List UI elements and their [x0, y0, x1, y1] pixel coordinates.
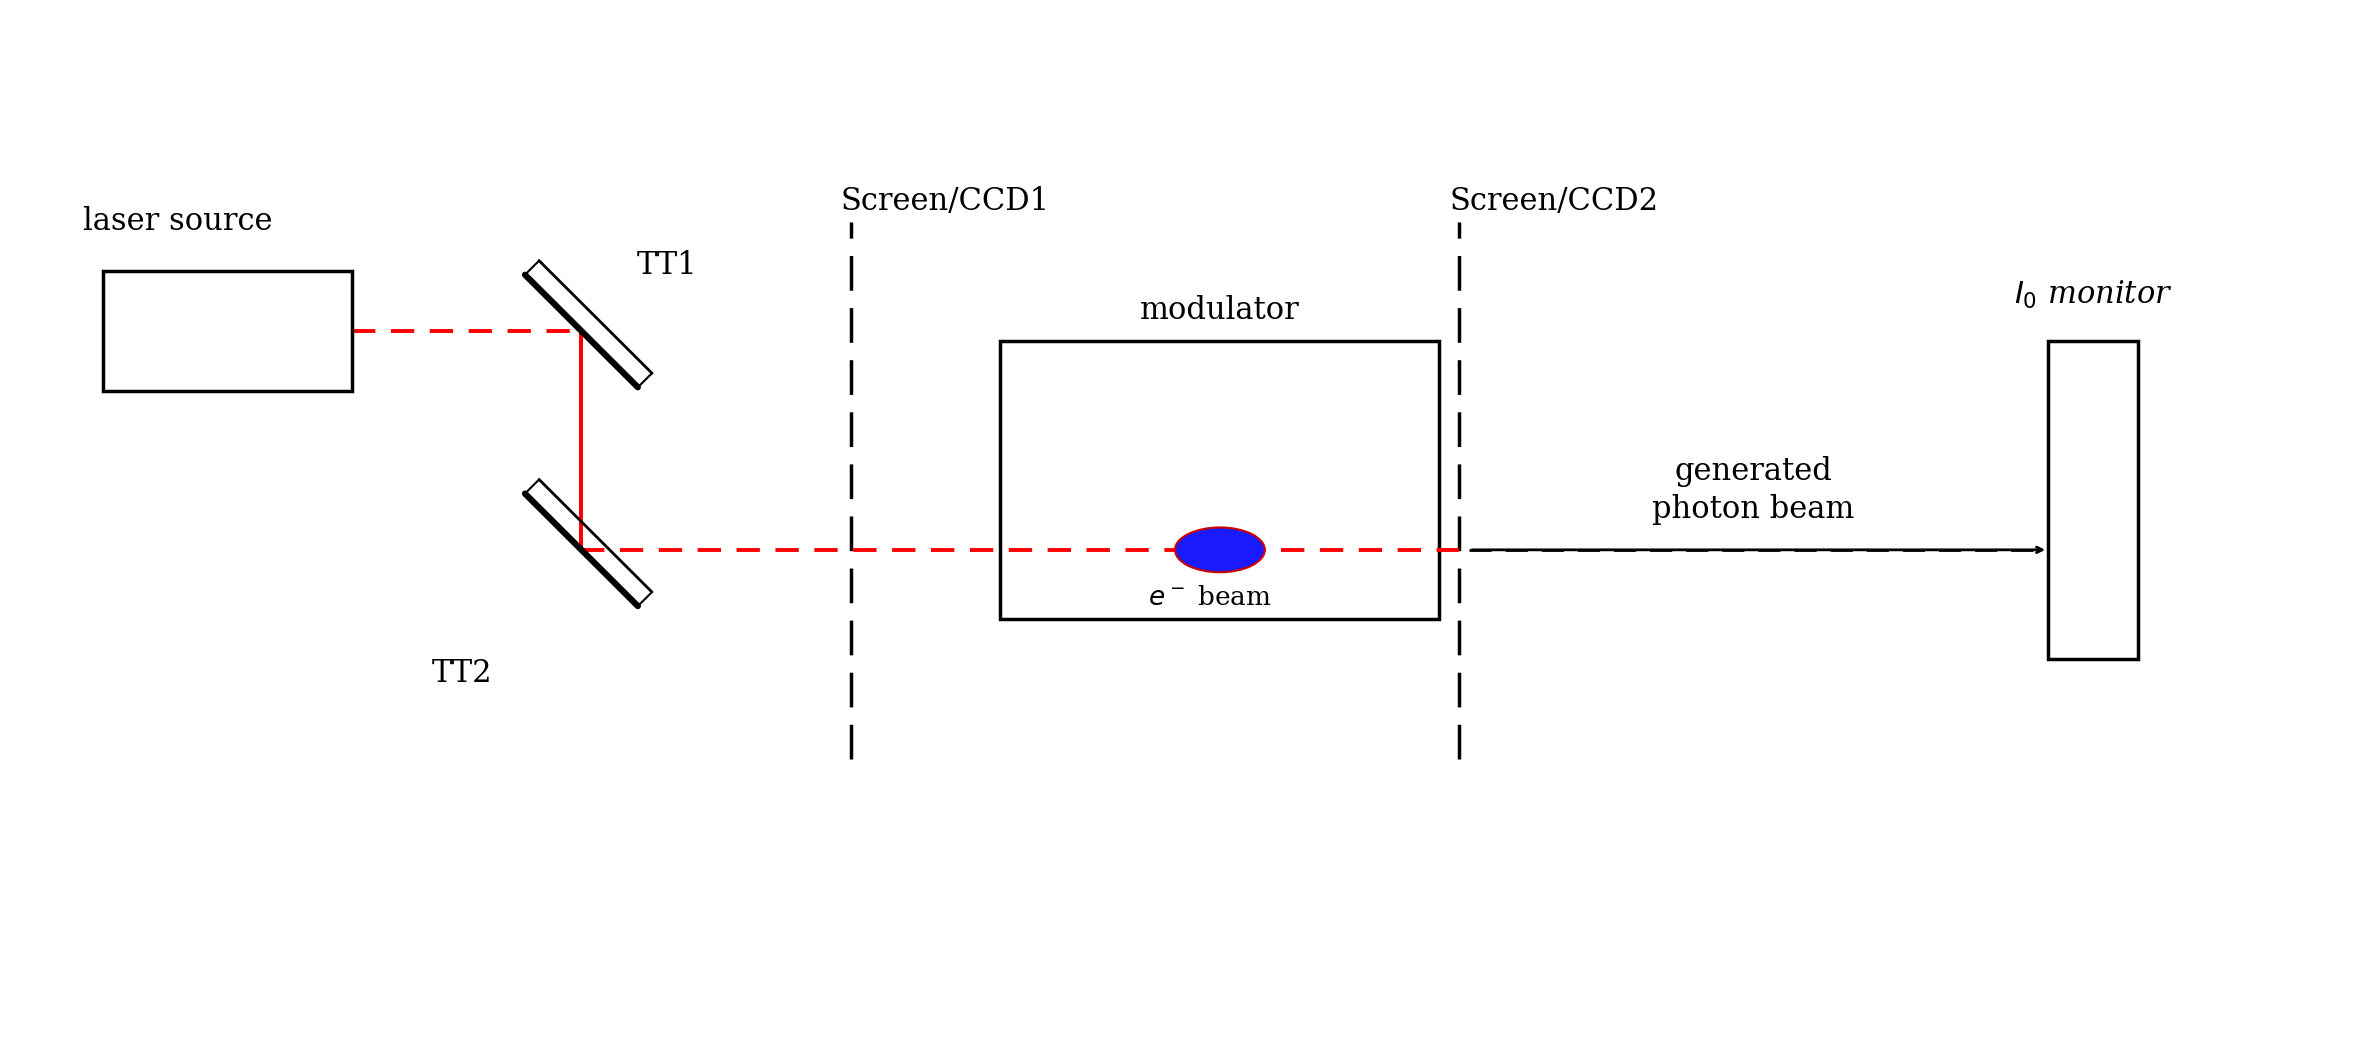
- Bar: [101, 271, 351, 391]
- Text: $e^-$ beam: $e^-$ beam: [1148, 584, 1271, 609]
- Text: laser source: laser source: [83, 206, 271, 236]
- Text: Screen/CCD1: Screen/CCD1: [842, 185, 1049, 216]
- Text: modulator: modulator: [1139, 295, 1299, 327]
- Text: Screen/CCD2: Screen/CCD2: [1450, 185, 1658, 216]
- Text: TT1: TT1: [637, 251, 698, 281]
- Text: generated
photon beam: generated photon beam: [1653, 456, 1856, 525]
- Ellipse shape: [1174, 527, 1264, 572]
- Text: $I_0$ monitor: $I_0$ monitor: [2014, 279, 2172, 311]
- Text: TT2: TT2: [432, 658, 493, 690]
- Bar: [1000, 341, 1438, 620]
- Bar: [2049, 341, 2139, 659]
